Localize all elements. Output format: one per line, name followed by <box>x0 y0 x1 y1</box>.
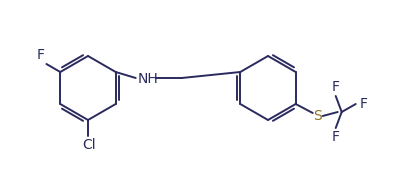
Text: F: F <box>332 80 340 94</box>
Text: F: F <box>36 48 44 62</box>
Text: Cl: Cl <box>82 138 96 152</box>
Text: S: S <box>313 109 322 123</box>
Text: NH: NH <box>138 72 158 86</box>
Text: F: F <box>360 97 368 111</box>
Text: F: F <box>332 130 340 144</box>
